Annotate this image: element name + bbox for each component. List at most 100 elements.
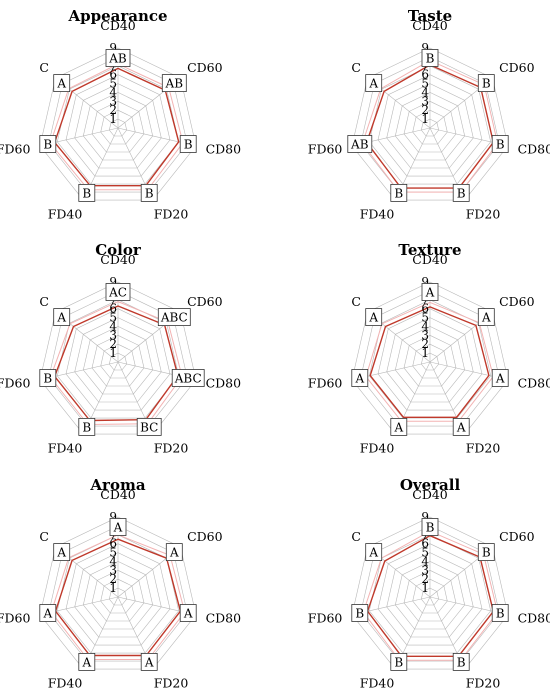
significance-letter-c: A	[368, 311, 378, 325]
axis-label-c: C	[39, 60, 49, 75]
grid-ring	[412, 109, 448, 145]
grid-ring	[108, 118, 128, 137]
significance-letter-cd80: A	[183, 607, 193, 621]
letter-box-cd40	[105, 49, 131, 67]
tick-label: 6	[109, 302, 117, 316]
grid-ring	[368, 534, 492, 654]
tick-label: 2	[109, 572, 117, 586]
axis-label-fd60: FD60	[0, 610, 30, 625]
letter-box-cd40	[421, 518, 439, 536]
radar-color: Color123456789CD40CD60CD80FD20FD40FD60CA…	[0, 241, 241, 456]
axis-label-c: C	[351, 294, 361, 309]
grid-ring	[56, 65, 180, 185]
grid-ring	[48, 56, 188, 193]
grid-ring	[82, 561, 154, 630]
letter-box-fd60	[351, 369, 369, 387]
letter-box-fd60	[39, 604, 57, 622]
letter-box-fd40	[390, 183, 408, 202]
significance-letter-fd20: A	[144, 655, 154, 669]
letter-box-c	[365, 308, 383, 327]
letter-box-c	[53, 308, 71, 327]
letter-box-cd80	[491, 135, 509, 153]
significance-letter-cd60: AB	[165, 77, 184, 91]
grid-ring	[351, 516, 509, 670]
series-line	[54, 67, 180, 187]
tick-label: 4	[109, 319, 117, 333]
grid-ring	[377, 543, 483, 646]
chart-title-texture: Texture	[398, 241, 461, 259]
tick-label: 1	[109, 581, 117, 595]
grid-ring	[91, 100, 145, 153]
significance-letter-c: A	[56, 311, 66, 325]
grid-ring	[65, 308, 171, 411]
letter-box-cd80	[491, 369, 509, 387]
series-error-band	[49, 301, 183, 425]
axis-label-cd60: CD60	[499, 294, 535, 309]
significance-letter-cd60: A	[169, 546, 179, 560]
series-line	[369, 306, 490, 418]
grid-ring	[412, 343, 448, 379]
grid-ring	[65, 74, 171, 177]
grid-ring	[91, 334, 145, 387]
significance-letter-cd60: A	[481, 311, 491, 325]
series-line	[54, 538, 182, 657]
letter-box-c	[53, 543, 71, 561]
significance-letter-fd60: B	[43, 138, 52, 152]
axis-label-cd80: CD80	[206, 610, 242, 625]
axis-label-cd60: CD60	[187, 294, 223, 309]
significance-letter-cd40: B	[426, 52, 435, 66]
letter-box-fd40	[78, 417, 96, 436]
tick-label: 6	[421, 537, 429, 551]
tick-label: 6	[421, 68, 429, 82]
grid-ring	[377, 74, 483, 177]
grid-ring	[74, 317, 162, 403]
tick-label: 2	[109, 103, 117, 117]
tick-label: 5	[109, 77, 117, 91]
significance-letter-cd60: B	[482, 77, 491, 91]
significance-letter-cd80: B	[496, 607, 505, 621]
grid-ring	[108, 352, 128, 371]
grid-ring	[394, 326, 466, 395]
letter-box-cd60	[157, 308, 191, 327]
significance-letter-cd40: B	[426, 521, 435, 535]
letter-box-fd20	[452, 183, 470, 202]
letter-box-fd60	[347, 135, 373, 153]
significance-letter-cd80: A	[495, 372, 505, 386]
tick-label: 9	[421, 275, 429, 289]
tick-label: 1	[421, 112, 429, 126]
tick-label: 6	[421, 302, 429, 316]
letter-box-cd40	[421, 283, 439, 301]
tick-label: 3	[109, 328, 117, 342]
tick-label: 3	[109, 563, 117, 577]
letter-box-fd20	[140, 183, 158, 202]
grid-ring	[74, 552, 162, 638]
significance-letter-fd40: B	[82, 420, 91, 434]
axis-label-fd40: FD40	[360, 441, 395, 456]
tick-label: 5	[421, 77, 429, 91]
axis-label-fd40: FD40	[360, 676, 395, 691]
tick-label: 4	[109, 85, 117, 99]
significance-letter-fd60: B	[43, 372, 52, 386]
letter-box-cd60	[161, 74, 187, 92]
grid-ring	[360, 525, 500, 662]
tick-label: 4	[421, 319, 429, 333]
axis-label-fd40: FD40	[48, 441, 83, 456]
axis-label-fd40: FD40	[48, 207, 83, 222]
letter-box-cd60	[477, 74, 495, 92]
grid-ring	[108, 587, 128, 606]
significance-letter-fd20: B	[457, 186, 466, 200]
grid-ring	[48, 290, 188, 427]
chart-title-appearance: Appearance	[67, 7, 167, 25]
axis-label-c: C	[39, 294, 49, 309]
letter-box-fd60	[39, 369, 57, 387]
axis-label-cd60: CD60	[499, 529, 535, 544]
grid-ring	[377, 308, 483, 411]
significance-letter-c: A	[368, 546, 378, 560]
letter-box-fd20	[452, 417, 470, 436]
tick-label: 1	[109, 112, 117, 126]
axis-label-fd20: FD20	[466, 441, 501, 456]
grid-ring	[351, 47, 509, 201]
axis-label-fd20: FD20	[154, 676, 189, 691]
tick-label: 6	[109, 537, 117, 551]
